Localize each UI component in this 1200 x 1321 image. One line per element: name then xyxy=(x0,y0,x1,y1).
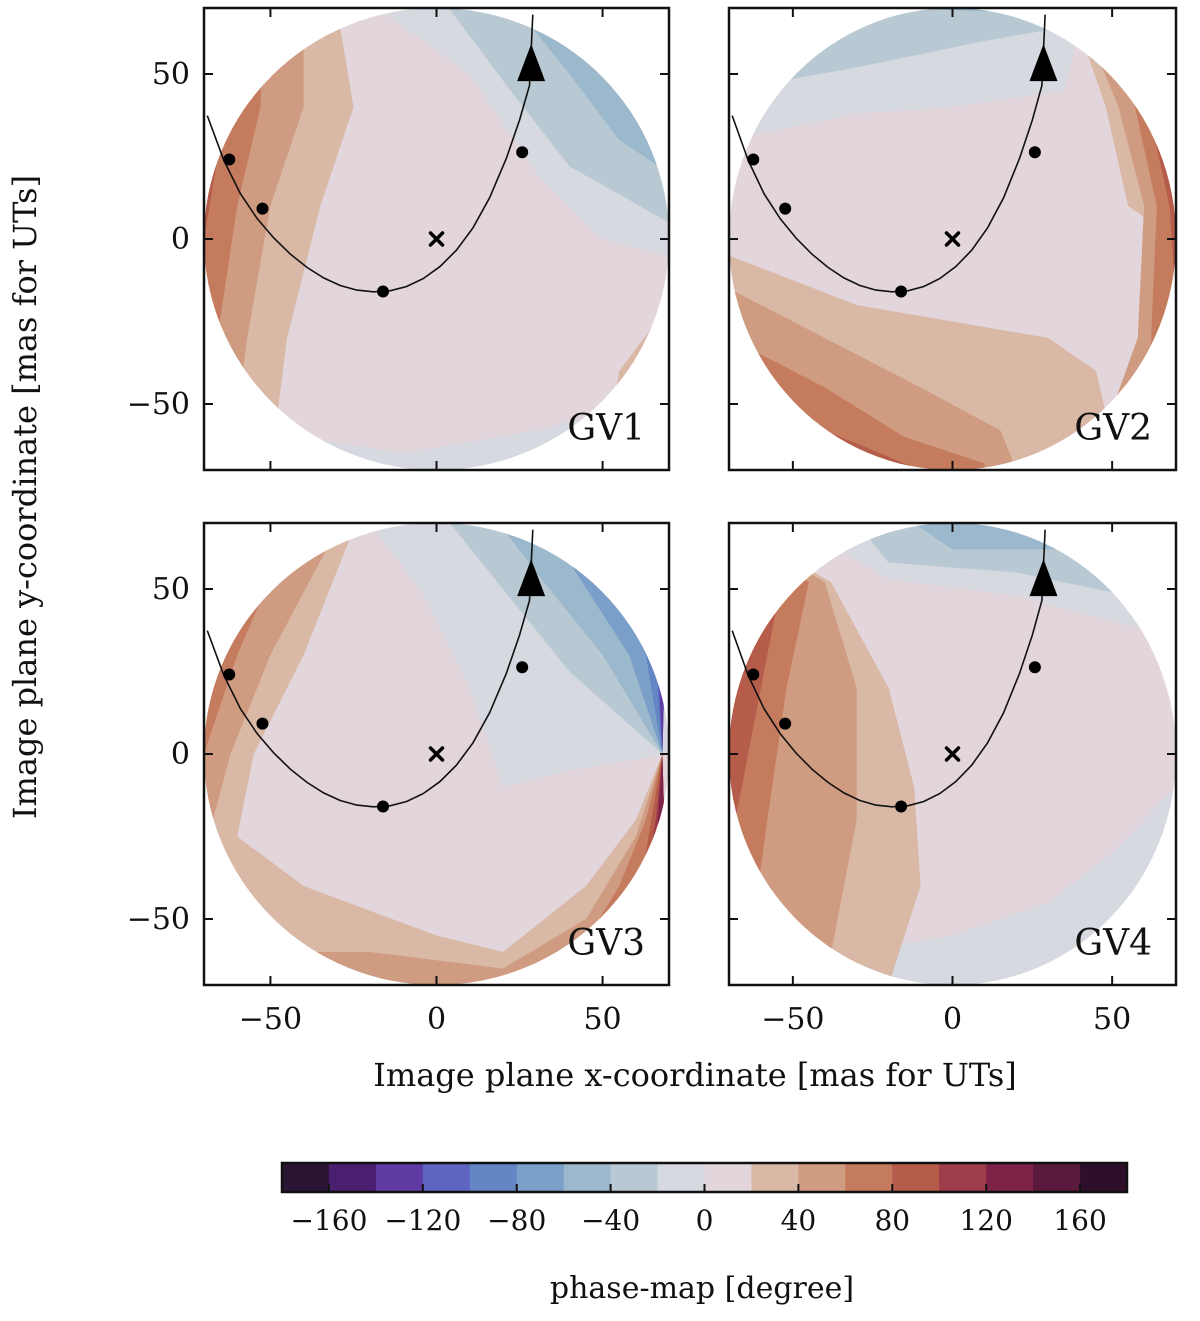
triangle-marker xyxy=(1029,44,1058,82)
triangle-marker xyxy=(1029,559,1058,597)
x-tick-label: 50 xyxy=(583,1002,621,1037)
trajectory-point xyxy=(747,668,760,681)
trajectory-point xyxy=(223,153,236,166)
y-tick-label: 50 xyxy=(152,57,190,92)
panel-label: GV3 xyxy=(567,923,645,964)
center-cross-marker xyxy=(944,231,961,247)
x-tick-label: 0 xyxy=(943,1002,962,1037)
colorbar-segment xyxy=(469,1163,518,1192)
colorbar-segment xyxy=(282,1163,330,1192)
phase-field xyxy=(729,523,1176,985)
colorbar-segment xyxy=(892,1163,940,1192)
colorbar-tick-label: 160 xyxy=(1053,1204,1106,1237)
panel-gv3: −50 0 50 −50 0 50 GV3 xyxy=(127,521,671,1037)
colorbar-segment xyxy=(563,1163,612,1192)
center-cross-marker xyxy=(944,746,961,762)
trajectory-point xyxy=(1028,146,1041,159)
trajectory-point xyxy=(516,146,529,159)
y-tick-label: −50 xyxy=(127,387,190,422)
x-axis-label: Image plane x-coordinate [mas for UTs] xyxy=(373,1056,1017,1094)
trajectory-point xyxy=(779,202,792,215)
x-tick-label: 0 xyxy=(427,1002,446,1037)
trajectory-point xyxy=(516,661,529,674)
triangle-marker xyxy=(517,44,546,82)
colorbar-segment xyxy=(422,1163,471,1192)
trajectory-point xyxy=(256,202,269,215)
colorbar-segment xyxy=(751,1163,799,1192)
colorbar-tick-label: −80 xyxy=(487,1204,546,1237)
colorbar-tick-label: 0 xyxy=(696,1204,714,1237)
colorbar-tick-label: −160 xyxy=(290,1204,367,1237)
y-tick-label: 0 xyxy=(171,737,190,772)
trajectory-point xyxy=(747,153,760,166)
colorbar-tick-label: 80 xyxy=(874,1204,910,1237)
colorbar-segment xyxy=(610,1163,659,1192)
trajectory-point xyxy=(895,800,908,813)
trajectory-point xyxy=(256,717,269,730)
x-tick-label: 50 xyxy=(1093,1002,1131,1037)
colorbar-segment xyxy=(845,1163,893,1192)
panel-label: GV4 xyxy=(1074,923,1152,964)
colorbar-segment xyxy=(986,1163,1034,1192)
center-cross-marker xyxy=(428,746,445,762)
phase-field xyxy=(729,8,1176,470)
colorbar-tick-label: −120 xyxy=(384,1204,461,1237)
colorbar-segment xyxy=(798,1163,846,1192)
panel-gv4: −50 0 50 GV4 xyxy=(727,521,1178,1037)
y-tick-label: 50 xyxy=(152,572,190,607)
colorbar-segment xyxy=(516,1163,565,1192)
colorbar-segment xyxy=(1080,1163,1128,1192)
panel-gv1: −50 0 50 GV1 xyxy=(127,6,671,472)
panel-label: GV2 xyxy=(1074,408,1152,449)
colorbar-segment xyxy=(657,1163,705,1192)
phase-region xyxy=(629,8,669,41)
center-cross-marker xyxy=(428,231,445,247)
trajectory-point xyxy=(377,800,390,813)
trajectory-point xyxy=(779,717,792,730)
trajectory-point xyxy=(223,668,236,681)
panel-gv2: GV2 xyxy=(727,6,1178,472)
y-axis-label: Image plane y-coordinate [mas for UTs] xyxy=(6,175,44,819)
phase-field xyxy=(204,8,669,470)
y-tick-label: 0 xyxy=(171,222,190,257)
trajectory-point xyxy=(895,285,908,298)
trajectory-point xyxy=(377,285,390,298)
trajectory-point xyxy=(1028,661,1041,674)
colorbar-tick-label: −40 xyxy=(581,1204,640,1237)
colorbar-segment xyxy=(939,1163,987,1192)
colorbar-segment xyxy=(704,1163,752,1192)
x-tick-label: −50 xyxy=(761,1002,824,1037)
phase-field xyxy=(204,523,669,985)
colorbar-tick-label: 120 xyxy=(959,1204,1012,1237)
colorbar-label: phase-map [degree] xyxy=(550,1271,854,1306)
x-tick-label: −50 xyxy=(239,1002,302,1037)
colorbar-tick-label: 40 xyxy=(781,1204,817,1237)
y-tick-label: −50 xyxy=(127,902,190,937)
colorbar-segment xyxy=(328,1163,377,1192)
colorbar-segment xyxy=(1033,1163,1081,1192)
triangle-marker xyxy=(517,559,546,597)
phase-region xyxy=(888,523,1176,573)
colorbar-segment xyxy=(375,1163,424,1192)
colorbar: −160 −120 −80 −40 0 40 80 120 160 xyxy=(280,1161,1129,1237)
phase-region xyxy=(602,8,669,81)
panel-label: GV1 xyxy=(567,408,645,449)
